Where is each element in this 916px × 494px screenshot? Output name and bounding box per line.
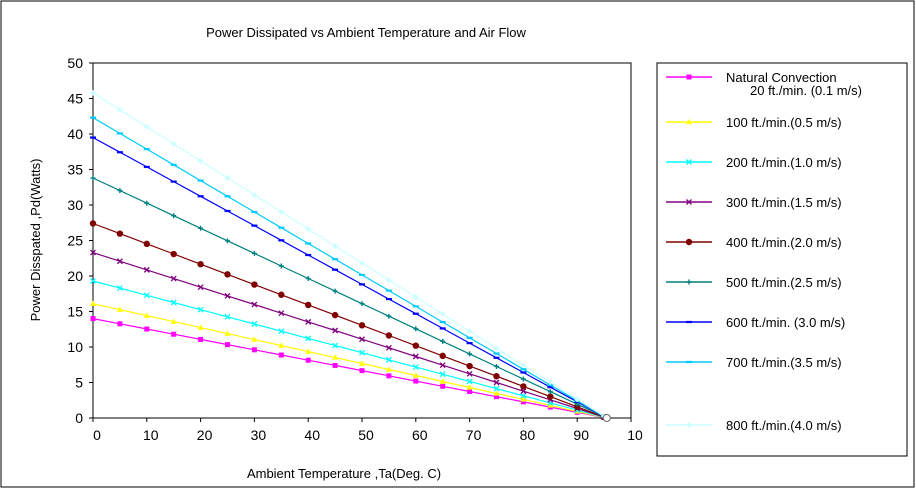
x-tick-label: 30 [251, 427, 267, 443]
x-tick-label: 90 [573, 427, 589, 443]
y-tick-label: 15 [67, 304, 83, 320]
data-point [306, 358, 311, 363]
data-point [171, 332, 176, 337]
data-point [386, 373, 391, 378]
data-point [117, 230, 123, 236]
legend-label: 600 ft./min. (3.0 m/s) [726, 315, 845, 330]
legend-label: 400 ft./min.(2.0 m/s) [726, 235, 842, 250]
data-point [144, 327, 149, 332]
legend-marker [687, 75, 692, 80]
y-tick-label: 50 [67, 55, 83, 71]
data-point [90, 220, 96, 226]
x-tick-label: 40 [304, 427, 320, 443]
x-tick-label: 70 [466, 427, 482, 443]
data-point [305, 302, 311, 308]
y-tick-label: 5 [75, 375, 83, 391]
data-point [171, 251, 177, 257]
y-tick-label: 45 [67, 91, 83, 107]
data-point [198, 337, 203, 342]
x-tick-label: 20 [197, 427, 213, 443]
data-point [225, 342, 230, 347]
y-tick-label: 35 [67, 162, 83, 178]
data-point [252, 347, 257, 352]
x-tick-label: 10 [143, 427, 159, 443]
data-point [467, 389, 472, 394]
x-tick-label: 60 [412, 427, 428, 443]
data-point [332, 312, 338, 318]
legend-marker [686, 239, 692, 245]
data-point [493, 373, 499, 379]
data-point [117, 321, 122, 326]
y-tick-label: 40 [67, 126, 83, 142]
data-point [413, 379, 418, 384]
x-tick-label: 50 [358, 427, 374, 443]
data-point [278, 292, 284, 298]
y-tick-label: 0 [75, 410, 83, 426]
legend-label: 500 ft./min.(2.5 m/s) [726, 275, 842, 290]
data-point [333, 363, 338, 368]
x-tick-label: 0 [93, 427, 101, 443]
data-point [413, 342, 419, 348]
data-point [91, 316, 96, 321]
legend-label: 800 ft./min.(4.0 m/s) [726, 418, 842, 433]
legend-label: 200 ft./min.(1.0 m/s) [726, 155, 842, 170]
chart-title: Power Dissipated vs Ambient Temperature … [206, 25, 526, 40]
end-point-marker [603, 415, 610, 422]
data-point [440, 384, 445, 389]
y-axis-label: Power Disspated ,Pd(Watts) [28, 159, 43, 322]
legend-label: 100 ft./min.(0.5 m/s) [726, 115, 842, 130]
data-point [440, 353, 446, 359]
data-point [144, 241, 150, 247]
data-point [197, 261, 203, 267]
legend-label: 700 ft./min.(3.5 m/s) [726, 355, 842, 370]
x-tick-label: 80 [520, 427, 536, 443]
y-tick-label: 10 [67, 339, 83, 355]
legend-label-line2: 20 ft./min. (0.1 m/s) [750, 83, 862, 98]
data-point [547, 393, 553, 399]
data-point [359, 322, 365, 328]
data-point [251, 281, 257, 287]
data-point [386, 332, 392, 338]
y-tick-label: 25 [67, 233, 83, 249]
x-axis-label: Ambient Temperature ,Ta(Deg. C) [247, 466, 441, 481]
data-point [466, 363, 472, 369]
data-point [279, 353, 284, 358]
data-point [224, 271, 230, 277]
x-tick-label: 10 [627, 427, 643, 443]
data-point [520, 383, 526, 389]
data-point [360, 368, 365, 373]
y-tick-label: 30 [67, 197, 83, 213]
y-tick-label: 20 [67, 268, 83, 284]
legend-label: 300 ft./min.(1.5 m/s) [726, 195, 842, 210]
